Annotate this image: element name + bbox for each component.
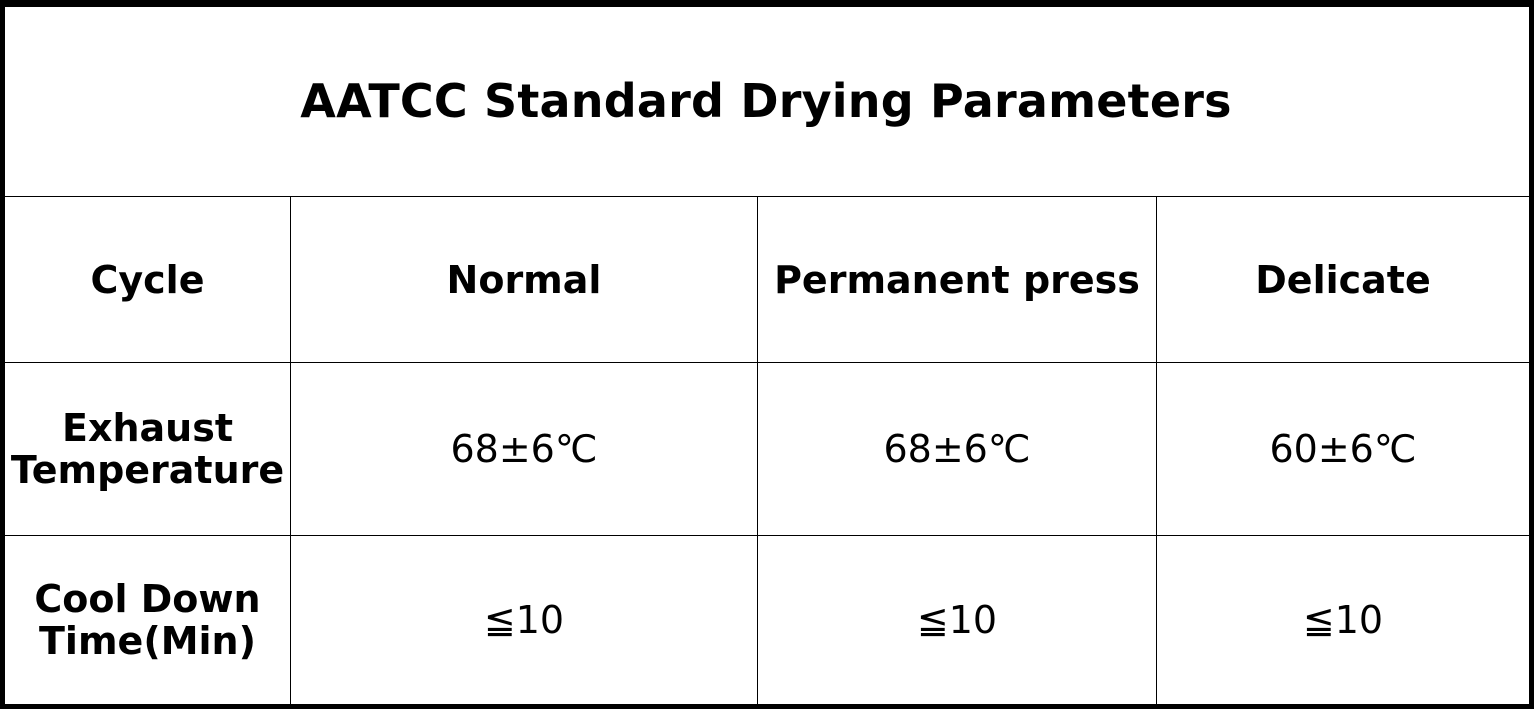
cool-down-delicate: ≦10 — [1302, 598, 1384, 642]
table-cell: 68±6℃ — [758, 363, 1157, 536]
header-permanent-press-label: Permanent press — [774, 257, 1140, 302]
header-normal-label: Normal — [446, 257, 602, 302]
header-delicate-label: Delicate — [1255, 257, 1431, 302]
exhaust-temp-permanent-press: 68±6℃ — [883, 427, 1031, 471]
exhaust-temp-normal: 68±6℃ — [450, 427, 598, 471]
row-label-line2: Time(Min) — [39, 619, 256, 663]
cool-down-permanent-press: ≦10 — [916, 598, 998, 642]
header-cell-cycle: Cycle — [5, 197, 291, 363]
table-cell: ≦10 — [1157, 536, 1529, 704]
table-cell: 68±6℃ — [291, 363, 758, 536]
header-cell-normal: Normal — [291, 197, 758, 363]
row-label-exhaust-temperature: Exhaust Temperature — [5, 363, 291, 536]
exhaust-temp-delicate: 60±6℃ — [1269, 427, 1417, 471]
header-cell-permanent-press: Permanent press — [758, 197, 1157, 363]
parameters-table: Cycle Normal Permanent press Delicate Ex… — [5, 197, 1529, 704]
row-label-line1: Cool Down — [34, 577, 261, 621]
cool-down-normal: ≦10 — [483, 598, 565, 642]
table-cell: 60±6℃ — [1157, 363, 1529, 536]
row-label-line1: Exhaust — [62, 406, 233, 450]
table-title: AATCC Standard Drying Parameters — [300, 73, 1232, 128]
table-cell: ≦10 — [291, 536, 758, 704]
header-cycle-label: Cycle — [90, 257, 205, 302]
row-label-line2: Temperature — [10, 448, 285, 492]
table-cell: ≦10 — [758, 536, 1157, 704]
header-cell-delicate: Delicate — [1157, 197, 1529, 363]
row-label-cool-down-time: Cool Down Time(Min) — [5, 536, 291, 704]
title-row: AATCC Standard Drying Parameters — [5, 7, 1529, 197]
